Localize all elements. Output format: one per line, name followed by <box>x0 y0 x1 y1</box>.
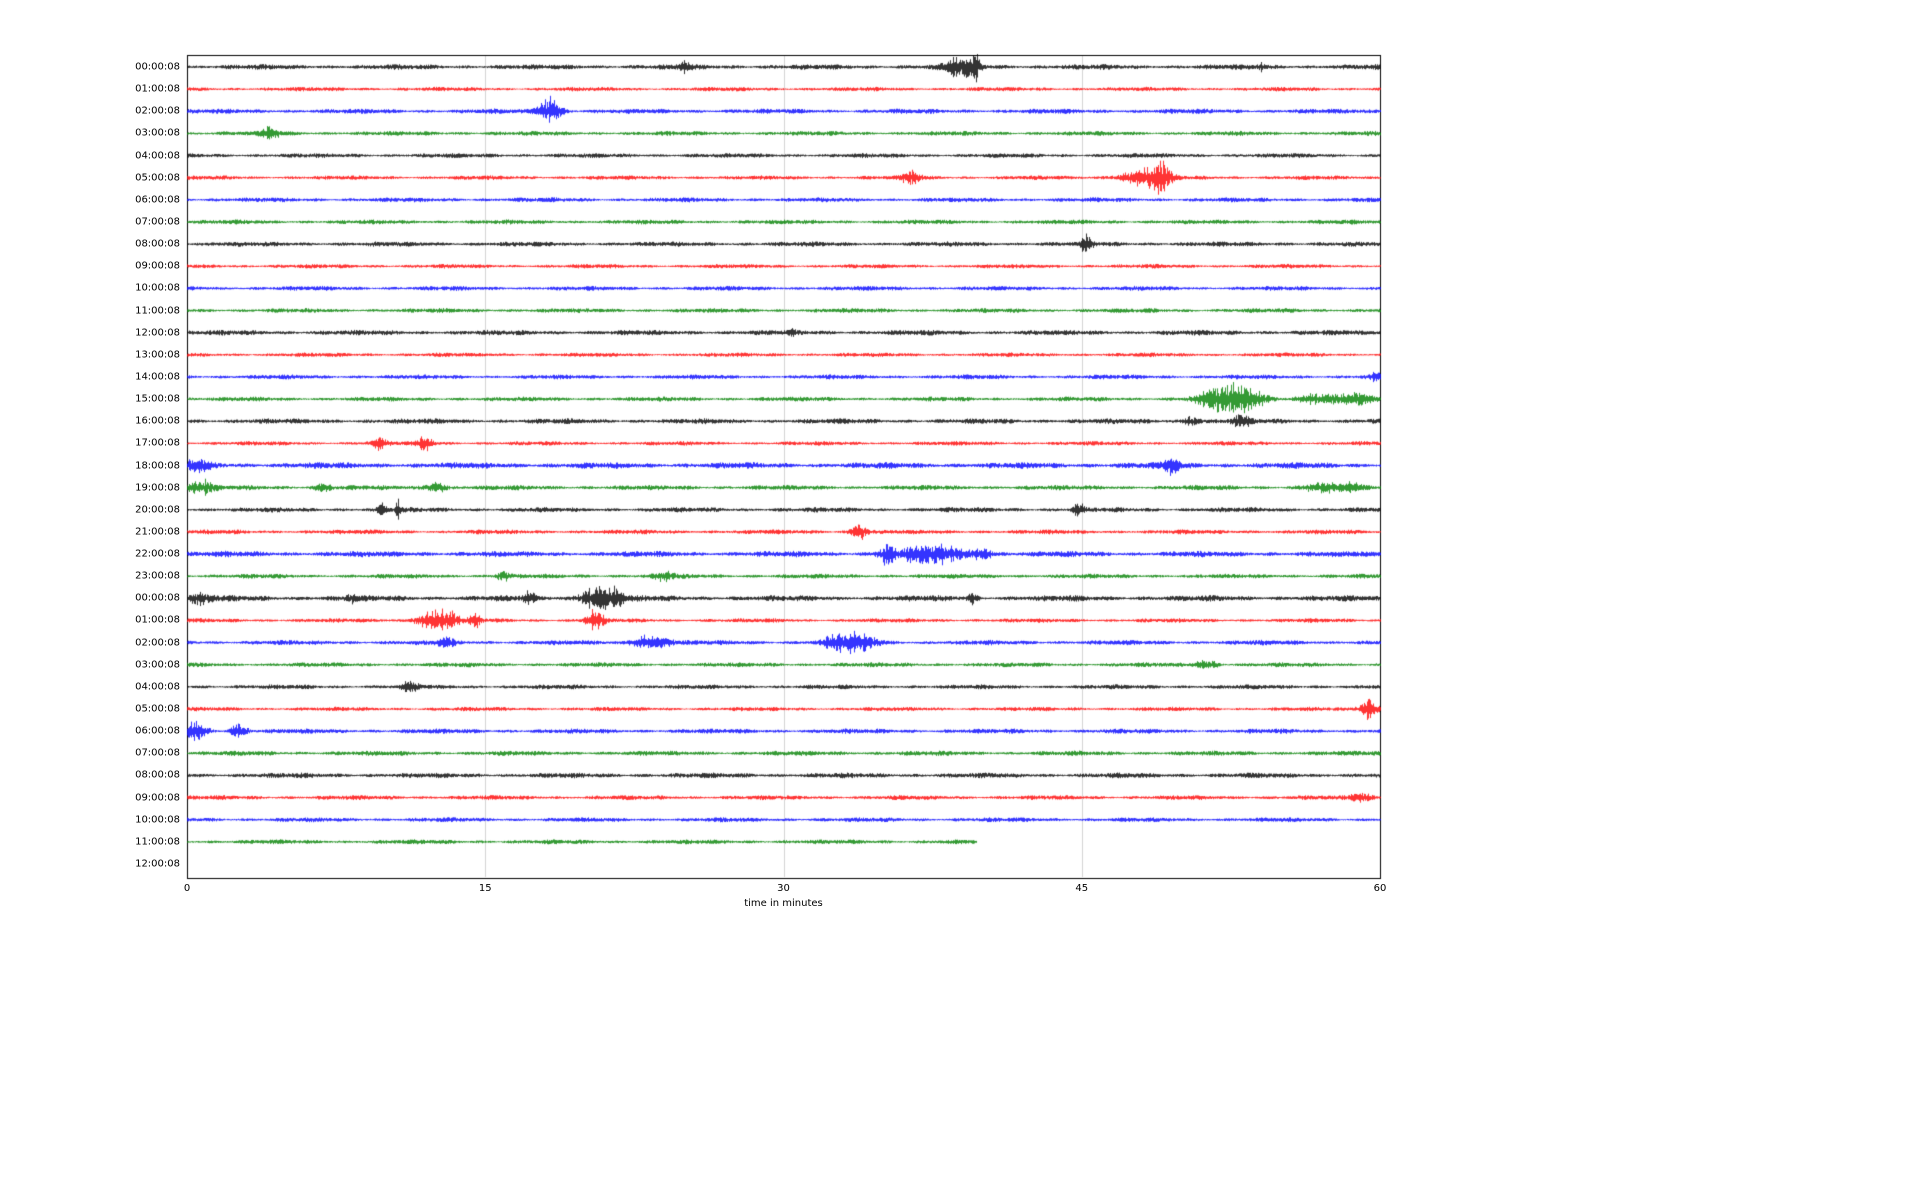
row-label: 07:00:08 <box>135 216 180 228</box>
x-tick-label: 60 <box>1373 883 1387 894</box>
row-label: 17:00:08 <box>135 437 180 449</box>
row-label: 06:00:08 <box>135 194 180 206</box>
row-label: 02:00:08 <box>135 105 180 117</box>
row-label: 05:00:08 <box>135 703 180 715</box>
row-label: 08:00:08 <box>135 769 180 781</box>
row-label: 12:00:08 <box>135 858 180 870</box>
row-label: 04:00:08 <box>135 150 180 162</box>
row-label: 01:00:08 <box>135 83 180 95</box>
row-label: 13:00:08 <box>135 349 180 361</box>
row-label: 14:00:08 <box>135 371 180 383</box>
x-tick-label: 30 <box>777 883 790 894</box>
row-label: 11:00:08 <box>135 305 180 317</box>
row-label: 05:00:08 <box>135 172 180 184</box>
row-label: 07:00:08 <box>135 747 180 759</box>
row-label: 01:00:08 <box>135 614 180 626</box>
row-label: 12:00:08 <box>135 327 180 339</box>
row-label: 03:00:08 <box>135 659 180 671</box>
row-label: 09:00:08 <box>135 260 180 272</box>
row-label: 22:00:08 <box>135 548 180 560</box>
row-label: 15:00:08 <box>135 393 180 405</box>
row-label: 10:00:08 <box>135 282 180 294</box>
row-label: 04:00:08 <box>135 681 180 693</box>
row-label: 02:00:08 <box>135 637 180 649</box>
x-tick-label: 0 <box>183 883 191 894</box>
row-label: 19:00:08 <box>135 482 180 494</box>
x-axis-label: time in minutes <box>744 898 823 909</box>
row-label: 18:00:08 <box>135 460 180 471</box>
row-label: 10:00:08 <box>135 814 180 826</box>
row-label: 06:00:08 <box>135 725 180 737</box>
row-label: 11:00:08 <box>135 836 180 848</box>
x-tick-label: 45 <box>1075 883 1089 894</box>
x-tick-label: 15 <box>478 883 492 894</box>
row-label: 16:00:08 <box>135 415 180 427</box>
row-label: 21:00:08 <box>135 526 180 538</box>
row-label: 00:00:08 <box>135 61 180 73</box>
row-label: 20:00:08 <box>135 504 180 516</box>
row-label: 23:00:08 <box>135 570 180 582</box>
row-label: 08:00:08 <box>135 238 180 250</box>
row-label: 03:00:08 <box>135 127 180 139</box>
row-label: 00:00:08 <box>135 592 180 604</box>
row-label: 09:00:08 <box>135 792 180 804</box>
